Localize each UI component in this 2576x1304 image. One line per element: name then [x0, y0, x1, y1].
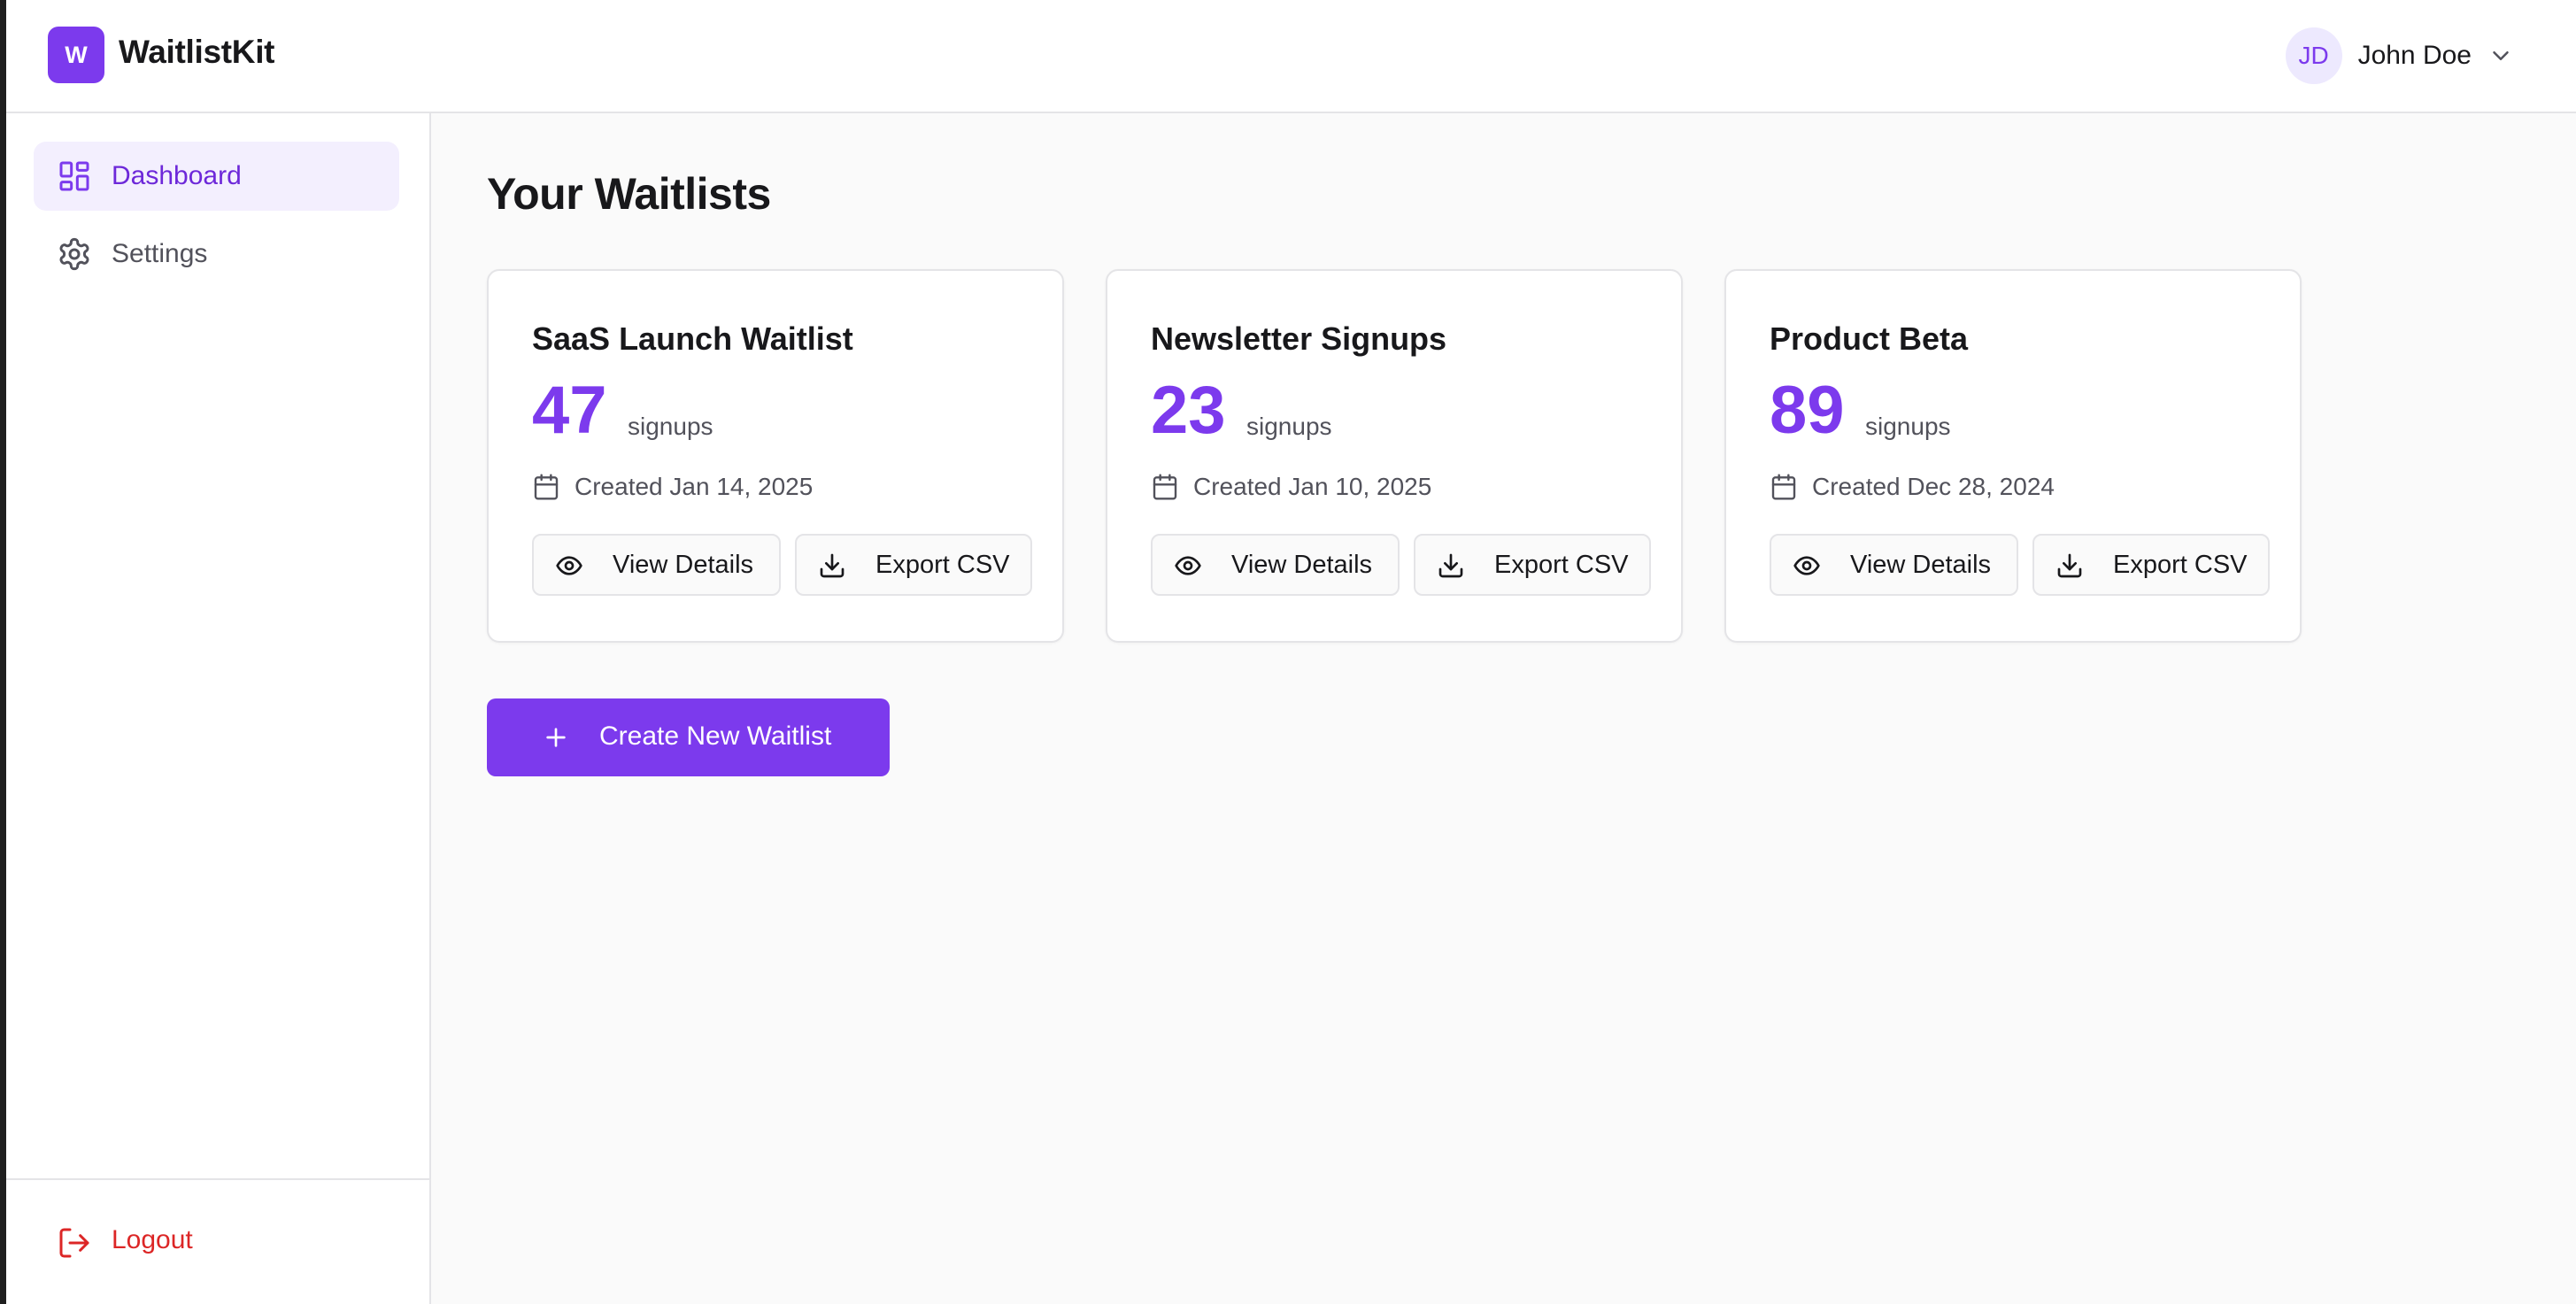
signup-unit: signups	[1865, 413, 1951, 440]
brand-name: WaitlistKit	[119, 34, 275, 70]
signup-unit: signups	[1246, 413, 1332, 440]
user-menu[interactable]: JD John Doe	[2285, 27, 2514, 84]
waitlist-title: Newsletter Signups	[1151, 320, 1447, 357]
sidebar-item-label: Dashboard	[112, 161, 242, 190]
waitlist-card: SaaS Launch Waitlist 47 signups Created …	[487, 269, 1064, 643]
app-window: W WaitlistKit JD John Doe Dashboard Sett…	[6, 0, 2576, 1304]
eye-icon	[1175, 556, 1201, 575]
sidebar-item-dashboard[interactable]: Dashboard	[34, 142, 399, 211]
view-details-label: View Details	[1850, 550, 1992, 579]
logout-icon	[59, 1228, 89, 1258]
eye-icon	[1793, 556, 1820, 575]
created-date: Created Jan 10, 2025	[1151, 473, 1431, 501]
sidebar-footer: Logout	[6, 1178, 429, 1304]
created-text: Created Jan 14, 2025	[575, 473, 814, 500]
export-csv-button[interactable]: Export CSV	[2032, 534, 2270, 596]
created-text: Created Dec 28, 2024	[1812, 473, 2055, 500]
export-csv-label: Export CSV	[1494, 550, 1629, 579]
created-text: Created Jan 10, 2025	[1193, 473, 1432, 500]
sidebar-item-settings[interactable]: Settings	[34, 220, 399, 289]
dashboard-icon	[59, 161, 89, 191]
page-title: Your Waitlists	[487, 169, 771, 219]
view-details-button[interactable]: View Details	[532, 534, 781, 596]
chevron-down-icon	[2493, 51, 2509, 60]
signup-count: 47	[532, 373, 607, 448]
plus-icon	[546, 728, 566, 747]
view-details-button[interactable]: View Details	[1770, 534, 2018, 596]
create-waitlist-button[interactable]: Create New Waitlist	[487, 698, 890, 776]
gear-icon	[59, 237, 89, 271]
logout-label: Logout	[112, 1225, 193, 1254]
view-details-button[interactable]: View Details	[1151, 534, 1400, 596]
export-csv-button[interactable]: Export CSV	[1414, 534, 1651, 596]
logo-mark: W	[48, 27, 104, 83]
calendar-icon	[534, 474, 559, 500]
top-bar: W WaitlistKit JD John Doe	[6, 0, 2576, 113]
create-waitlist-label: Create New Waitlist	[599, 721, 832, 751]
export-csv-label: Export CSV	[2113, 550, 2248, 579]
download-icon	[1438, 553, 1463, 578]
eye-icon	[556, 556, 582, 575]
download-icon	[820, 553, 845, 578]
calendar-icon	[1153, 474, 1177, 500]
view-details-label: View Details	[1231, 550, 1373, 579]
export-csv-button[interactable]: Export CSV	[795, 534, 1032, 596]
view-details-label: View Details	[613, 550, 754, 579]
user-name: John Doe	[2357, 41, 2472, 70]
download-icon	[2057, 553, 2082, 578]
sidebar-item-label: Settings	[112, 239, 208, 268]
sidebar: Dashboard Settings Logout	[6, 113, 431, 1304]
avatar: JD	[2285, 27, 2342, 84]
signup-unit: signups	[628, 413, 713, 440]
created-date: Created Jan 14, 2025	[532, 473, 813, 501]
calendar-icon	[1771, 474, 1796, 500]
waitlist-title: SaaS Launch Waitlist	[532, 320, 853, 357]
waitlist-card: Newsletter Signups 23 signups Created Ja…	[1106, 269, 1683, 643]
export-csv-label: Export CSV	[875, 550, 1010, 579]
waitlist-title: Product Beta	[1770, 320, 1969, 357]
signup-count: 23	[1151, 373, 1226, 448]
waitlist-card: Product Beta 89 signups Created Dec 28, …	[1724, 269, 2302, 643]
logout-button[interactable]: Logout	[34, 1208, 399, 1277]
created-date: Created Dec 28, 2024	[1770, 473, 2055, 501]
signup-count: 89	[1770, 373, 1845, 448]
